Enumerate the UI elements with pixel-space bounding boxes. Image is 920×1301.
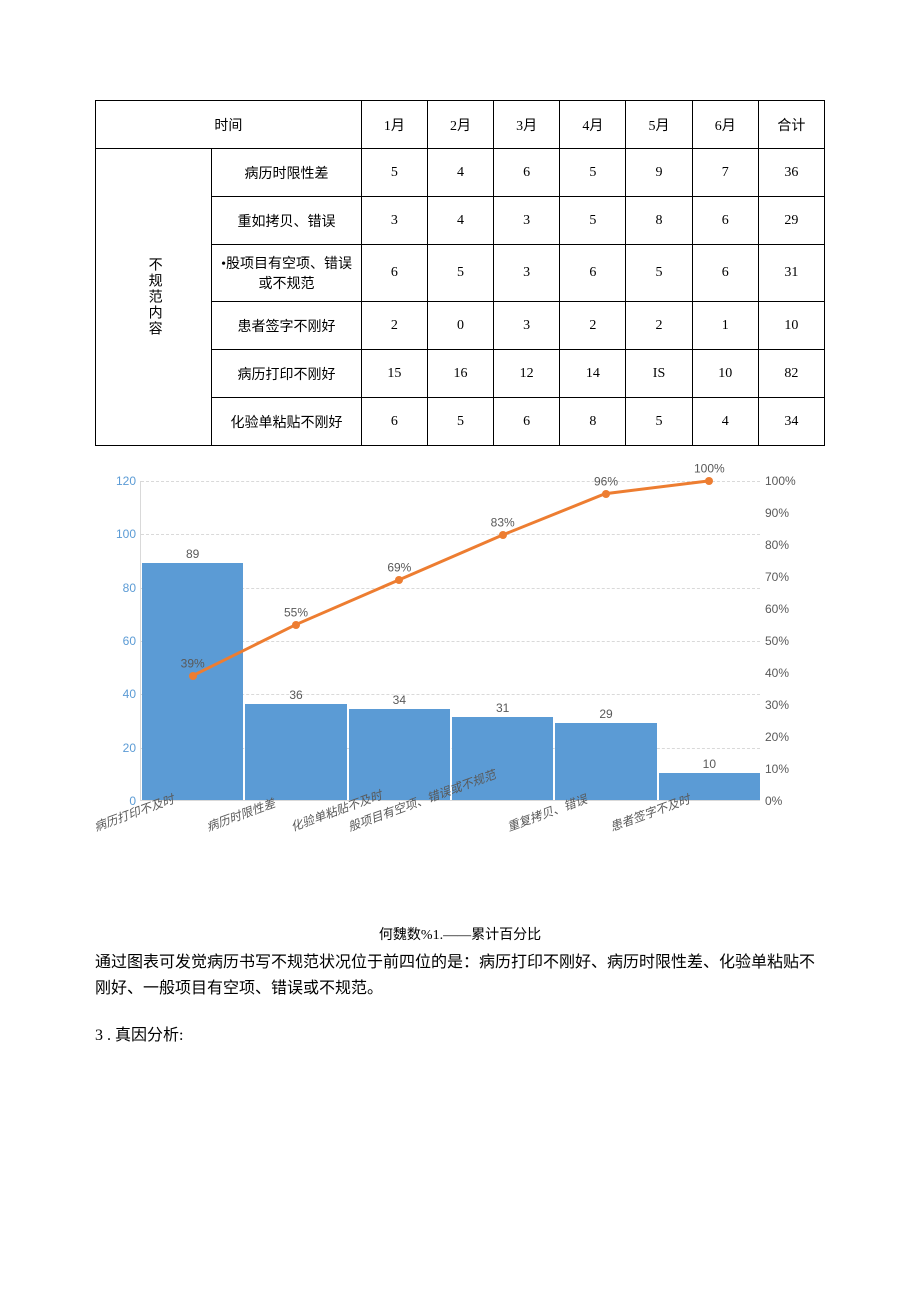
chart-caption: 何魏数%1.——累计百分比 (95, 924, 825, 944)
cell: 5 (427, 245, 493, 302)
cell: 8 (626, 197, 692, 245)
cell: 6 (361, 245, 427, 302)
cell: 3 (361, 197, 427, 245)
line-marker (189, 672, 197, 680)
cell: 4 (427, 149, 493, 197)
month-header: 3月 (494, 101, 560, 149)
cell: 12 (494, 350, 560, 398)
y2-tick-label: 90% (765, 506, 805, 520)
y1-tick-label: 100 (106, 527, 136, 541)
row-label: 病历打印不刚好 (212, 350, 361, 398)
y2-tick-label: 10% (765, 762, 805, 776)
row-label: 病历时限性差 (212, 149, 361, 197)
section-heading: 3 . 真因分析: (95, 1021, 825, 1045)
y2-tick-label: 40% (765, 666, 805, 680)
cell: 6 (692, 245, 758, 302)
y1-tick-label: 60 (106, 634, 136, 648)
cell: 10 (692, 350, 758, 398)
group-header: 不规范内容 (96, 149, 212, 446)
cell-total: 10 (758, 302, 824, 350)
line-value-label: 55% (284, 605, 308, 619)
month-header: 6月 (692, 101, 758, 149)
cell: 2 (560, 302, 626, 350)
cell: 2 (626, 302, 692, 350)
y2-tick-label: 50% (765, 634, 805, 648)
time-header: 时间 (96, 101, 362, 149)
cell: 5 (560, 149, 626, 197)
cell: 8 (560, 398, 626, 446)
cell: 4 (427, 197, 493, 245)
month-header: 4月 (560, 101, 626, 149)
y2-tick-label: 0% (765, 794, 805, 808)
y2-tick-label: 60% (765, 602, 805, 616)
line-value-label: 83% (491, 516, 515, 530)
analysis-paragraph: 通过图表可发觉病历书写不规范状况位于前四位的是：病历打印不刚好、病历时限性差、化… (95, 950, 825, 1001)
cell: 5 (626, 245, 692, 302)
cell-total: 31 (758, 245, 824, 302)
y1-tick-label: 80 (106, 581, 136, 595)
cell: 14 (560, 350, 626, 398)
cell: 3 (494, 245, 560, 302)
y2-tick-label: 100% (765, 474, 805, 488)
row-label: 重如拷贝、错误 (212, 197, 361, 245)
cell: 2 (361, 302, 427, 350)
y1-tick-label: 40 (106, 687, 136, 701)
month-header: 5月 (626, 101, 692, 149)
row-label: •股项目有空项、错误或不规范 (212, 245, 361, 302)
line-marker (705, 477, 713, 485)
line-marker (602, 490, 610, 498)
cell: 5 (427, 398, 493, 446)
y1-tick-label: 20 (106, 741, 136, 755)
line-marker (499, 531, 507, 539)
cell: 6 (494, 398, 560, 446)
cell: 3 (494, 302, 560, 350)
cell: 15 (361, 350, 427, 398)
cell-total: 34 (758, 398, 824, 446)
cell: 1 (692, 302, 758, 350)
y2-tick-label: 70% (765, 570, 805, 584)
cell: 5 (361, 149, 427, 197)
cell: 3 (494, 197, 560, 245)
y2-tick-label: 20% (765, 730, 805, 744)
cell: 7 (692, 149, 758, 197)
cell: 9 (626, 149, 692, 197)
line-value-label: 39% (181, 657, 205, 671)
cell: 16 (427, 350, 493, 398)
cell: 0 (427, 302, 493, 350)
cell: 5 (626, 398, 692, 446)
cell-total: 29 (758, 197, 824, 245)
data-table: 时间 1月 2月 3月 4月 5月 6月 合计 不规范内容 病历时限性差 5 4… (95, 100, 825, 446)
cell: 6 (494, 149, 560, 197)
month-header: 1月 (361, 101, 427, 149)
x-category-label: 病历时限性差 (204, 794, 277, 835)
line-value-label: 100% (694, 461, 725, 475)
line-value-label: 69% (387, 561, 411, 575)
y1-tick-label: 120 (106, 474, 136, 488)
cell: 6 (361, 398, 427, 446)
total-header: 合计 (758, 101, 824, 149)
y2-tick-label: 30% (765, 698, 805, 712)
cell: IS (626, 350, 692, 398)
row-label: 患者签字不刚好 (212, 302, 361, 350)
line-marker (292, 621, 300, 629)
cell: 4 (692, 398, 758, 446)
pareto-chart: 0204060801001200%10%20%30%40%50%60%70%80… (100, 476, 820, 916)
cell: 5 (560, 197, 626, 245)
row-label: 化验单粘贴不刚好 (212, 398, 361, 446)
cell: 6 (560, 245, 626, 302)
y2-tick-label: 80% (765, 538, 805, 552)
cell: 6 (692, 197, 758, 245)
line-marker (395, 576, 403, 584)
cell-total: 36 (758, 149, 824, 197)
month-header: 2月 (427, 101, 493, 149)
line-value-label: 96% (594, 474, 618, 488)
cell-total: 82 (758, 350, 824, 398)
